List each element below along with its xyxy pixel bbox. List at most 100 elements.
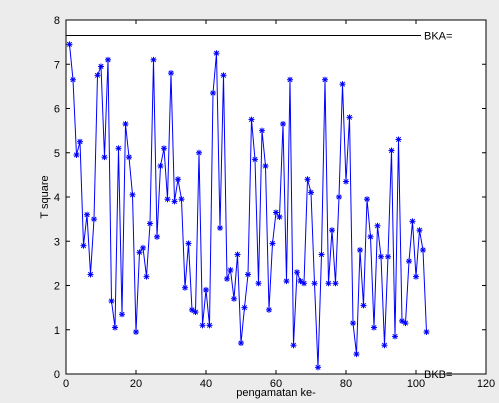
- x-axis: 0 20 40 60 80 100 120: [63, 20, 495, 390]
- data-point: [171, 198, 178, 205]
- data-point: [252, 156, 258, 163]
- data-point: [80, 242, 87, 249]
- data-point: [420, 247, 426, 254]
- data-point: [336, 194, 342, 200]
- data-point: [129, 191, 136, 198]
- x-tick-label: 100: [407, 378, 425, 390]
- data-point: [224, 275, 230, 282]
- data-point: [364, 196, 370, 203]
- data-point: [154, 233, 160, 240]
- data-point: [87, 271, 94, 278]
- y-tick-label: 8: [54, 15, 60, 27]
- data-point: [126, 154, 132, 161]
- data-point: [406, 258, 412, 265]
- data-point: [416, 227, 423, 234]
- data-point: [115, 145, 122, 152]
- data-point: [329, 227, 335, 234]
- data-point: [311, 280, 318, 287]
- data-point: [182, 284, 188, 291]
- data-point: [378, 253, 384, 260]
- data-point: [168, 70, 174, 77]
- data-point: [143, 273, 150, 280]
- data-point: [367, 233, 374, 240]
- x-tick-label: 0: [63, 378, 69, 390]
- data-point: [255, 280, 262, 287]
- data-point: [133, 328, 139, 335]
- data-point: [206, 322, 213, 329]
- y-axis: 0 1 2 3 4 5 6 7 8: [54, 15, 486, 381]
- data-point: [101, 154, 108, 161]
- data-point: [374, 222, 381, 229]
- data-point: [395, 136, 402, 143]
- data-point: [84, 211, 90, 218]
- data-point: [413, 273, 419, 280]
- data-point: [276, 213, 283, 220]
- data-point: [248, 116, 255, 123]
- data-point: [259, 127, 265, 134]
- plot-area: [65, 19, 487, 375]
- data-point: [322, 76, 328, 83]
- data-point: [213, 50, 220, 57]
- data-point: [241, 304, 248, 311]
- data-point: [350, 320, 356, 327]
- data-point: [199, 322, 206, 329]
- x-tick-label: 120: [477, 378, 495, 390]
- data-point: [112, 324, 118, 331]
- data-point: [381, 342, 388, 349]
- y-tick-label: 3: [54, 236, 60, 248]
- data-point: [94, 72, 101, 79]
- data-point: [283, 278, 290, 285]
- data-point: [238, 340, 244, 347]
- data-point: [318, 251, 325, 258]
- data-point: [66, 41, 73, 48]
- data-point: [108, 297, 115, 304]
- data-point: [353, 351, 360, 358]
- data-point: [91, 216, 97, 223]
- data-point: [332, 280, 339, 287]
- data-point: [217, 224, 223, 231]
- data-point: [402, 320, 409, 327]
- data-point: [119, 311, 125, 318]
- reference-lines: BKA= BKB=: [66, 30, 452, 381]
- data-point: [262, 163, 269, 170]
- data-point: [245, 271, 251, 278]
- data-point: [301, 280, 307, 287]
- data-point: [325, 280, 332, 287]
- data-point: [175, 176, 181, 183]
- y-tick-label: 6: [54, 104, 60, 116]
- data-point: [157, 163, 164, 170]
- reference-line-label: BKB=: [424, 369, 452, 381]
- data-point: [220, 72, 227, 79]
- data-point: [227, 267, 234, 274]
- data-point: [290, 342, 297, 349]
- data-point: [266, 306, 272, 313]
- data-point: [423, 328, 430, 335]
- data-point: [178, 196, 185, 203]
- data-point: [150, 56, 157, 63]
- data-point: [297, 278, 304, 285]
- data-point: [231, 295, 237, 302]
- y-tick-label: 1: [54, 325, 60, 337]
- y-tick-label: 4: [54, 192, 60, 204]
- data-point: [304, 176, 311, 183]
- data-point: [388, 147, 395, 154]
- data-point: [371, 324, 377, 331]
- data-point: [203, 286, 209, 293]
- data-point: [294, 269, 300, 276]
- data-point: [392, 333, 398, 340]
- series-group: [66, 41, 430, 371]
- data-point: [136, 249, 143, 256]
- data-point: [357, 247, 363, 254]
- data-point: [339, 81, 346, 88]
- data-point: [164, 196, 171, 203]
- data-point: [122, 120, 129, 127]
- x-tick-label: 80: [340, 378, 352, 390]
- data-point: [315, 364, 321, 371]
- y-axis-label: T square: [39, 175, 51, 218]
- data-point: [185, 240, 192, 247]
- data-point: [196, 149, 202, 156]
- x-tick-label: 20: [130, 378, 142, 390]
- x-tick-label: 60: [270, 378, 282, 390]
